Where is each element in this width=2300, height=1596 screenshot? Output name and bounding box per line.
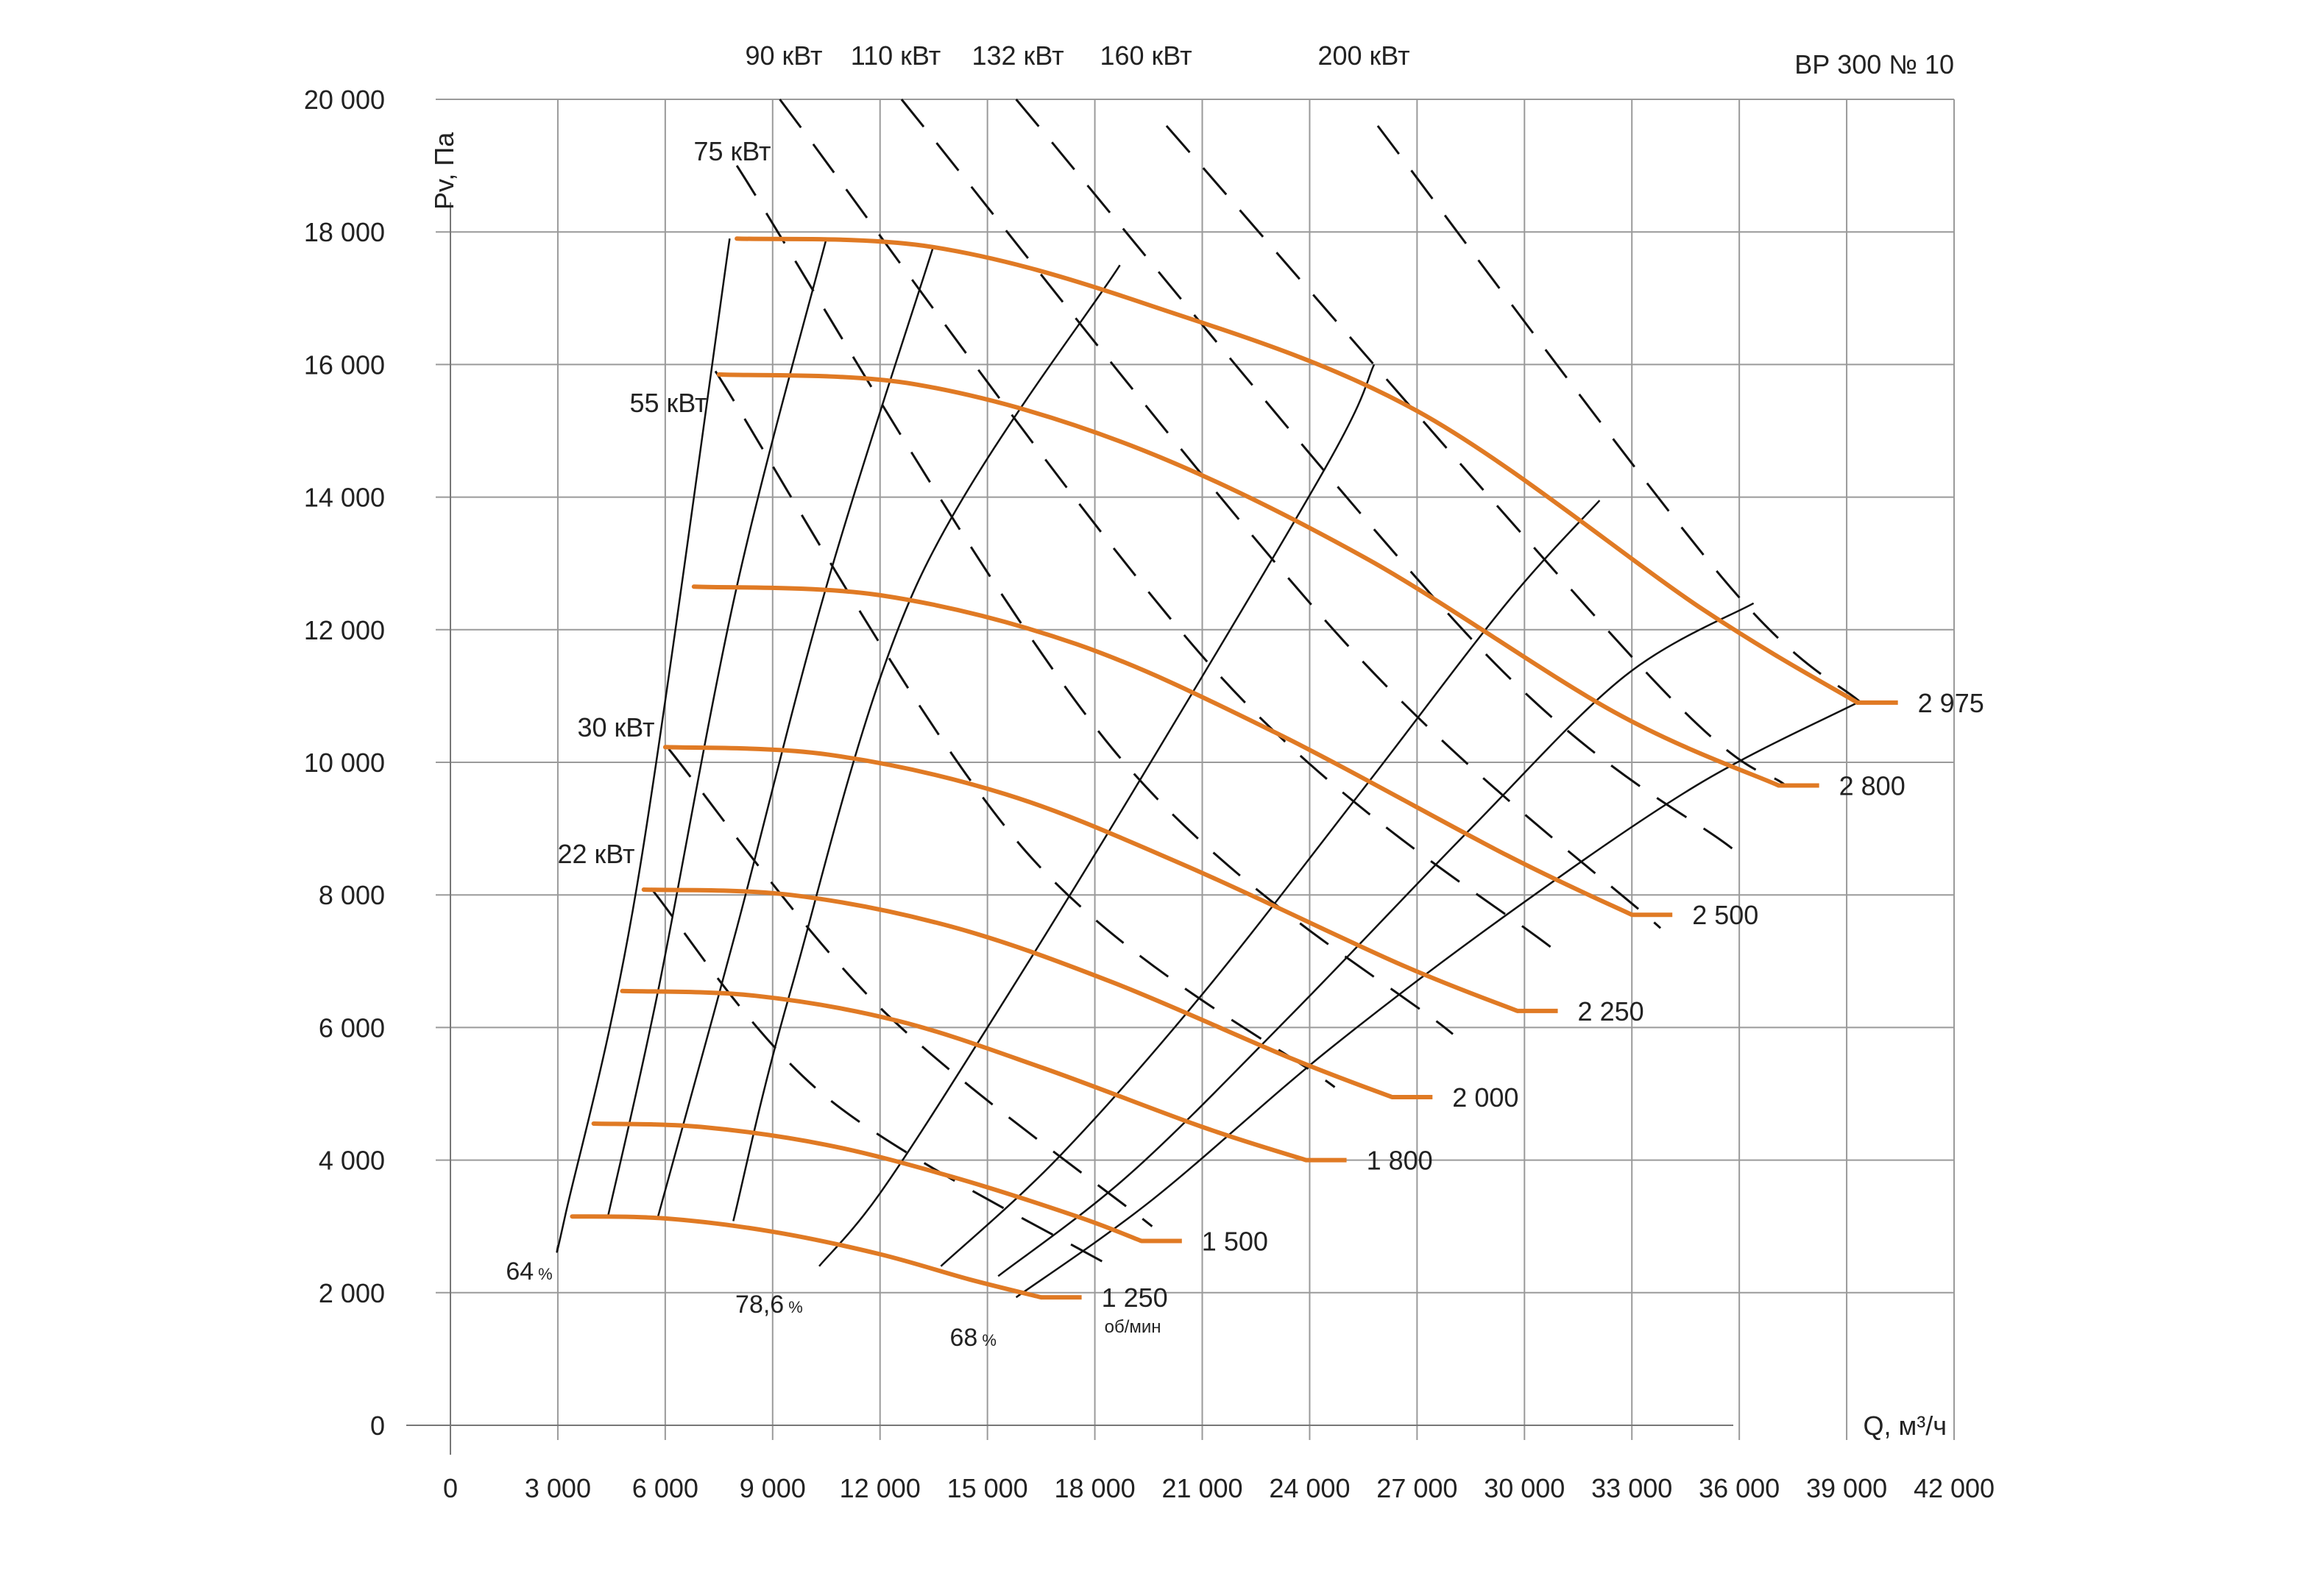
speed-curve <box>570 1214 1044 1300</box>
efficiency-line <box>556 238 731 1253</box>
power-label-110: 110 кВт <box>851 40 941 71</box>
speed-label: 1 800 <box>1367 1146 1433 1176</box>
y-tick-label: 20 000 <box>304 85 385 115</box>
power-label-55: 55 кВт <box>629 388 707 418</box>
x-tick-label: 0 <box>443 1473 458 1503</box>
speed-curve <box>691 584 1635 918</box>
power-line <box>1376 125 1862 704</box>
speed-curves: 1 250 1 500 1 800 2 000 2 250 2 500 2 800 2 975… <box>570 236 1984 1337</box>
x-tick-label: 33 000 <box>1591 1473 1672 1503</box>
power-label-160: 160 кВт <box>1100 40 1192 71</box>
x-tick-label: 30 000 <box>1484 1473 1565 1503</box>
speed-label: 2 500 <box>1692 900 1758 930</box>
power-label-200: 200 кВт <box>1317 40 1409 71</box>
x-tick-label: 6 000 <box>632 1473 698 1503</box>
power-line <box>1165 125 1787 787</box>
speed-curve <box>735 236 1860 705</box>
efficiency-label: 78,6% <box>735 1291 803 1319</box>
x-tick-label: 36 000 <box>1699 1473 1780 1503</box>
efficiency-label: 68% <box>949 1324 996 1352</box>
power-lines <box>650 99 1862 1271</box>
efficiency-label: 64% <box>506 1258 552 1285</box>
x-tick-label: 15 000 <box>947 1473 1028 1503</box>
x-tick-label: 24 000 <box>1269 1473 1350 1503</box>
efficiency-line <box>1015 701 1858 1299</box>
efficiency-line <box>940 500 1601 1267</box>
y-axis-tick-labels: 0 2 000 4 000 6 000 8 000 10 000 12 000 14 000 1… <box>304 85 385 1441</box>
power-label-75: 75 кВт <box>693 136 771 166</box>
speed-curve <box>716 372 1781 788</box>
speed-curve <box>591 1121 1144 1244</box>
x-tick-label: 9 000 <box>740 1473 806 1503</box>
y-tick-label: 12 000 <box>304 615 385 645</box>
efficiency-line <box>657 244 935 1217</box>
power-line <box>650 887 1117 1271</box>
efficiency-line <box>732 264 1121 1221</box>
x-tick-label: 21 000 <box>1161 1473 1242 1503</box>
power-line <box>1015 99 1733 850</box>
y-tick-label: 18 000 <box>304 217 385 247</box>
power-line <box>714 370 1336 1088</box>
x-tick-label: 42 000 <box>1914 1473 1995 1503</box>
x-axis-tick-labels: 0 3 000 6 000 9 000 12 000 15 000 18 000 21 000… <box>443 1473 1995 1503</box>
efficiency-lines: 64 % 78,6 % 68% <box>506 238 1858 1352</box>
efficiency-line <box>818 363 1376 1267</box>
x-tick-label: 3 000 <box>525 1473 591 1503</box>
y-tick-label: 10 000 <box>304 748 385 778</box>
x-axis-title: Q, м³/ч <box>1863 1411 1947 1441</box>
y-tick-label: 4 000 <box>319 1146 385 1176</box>
y-tick-label: 2 000 <box>319 1278 385 1308</box>
speed-label: 2 000 <box>1452 1082 1518 1113</box>
y-tick-label: 6 000 <box>319 1012 385 1043</box>
power-label-90: 90 кВт <box>745 40 822 71</box>
speed-label: 1 500 <box>1202 1227 1268 1257</box>
power-line <box>779 99 1561 956</box>
power-line <box>900 99 1662 929</box>
power-label-22: 22 кВт <box>557 839 634 869</box>
speed-label: 2 800 <box>1839 771 1906 801</box>
x-tick-label: 39 000 <box>1806 1473 1887 1503</box>
y-tick-label: 16 000 <box>304 350 385 380</box>
power-line <box>735 165 1454 1035</box>
speed-label: 1 250 <box>1102 1283 1168 1313</box>
y-tick-label: 0 <box>370 1411 385 1441</box>
speed-label: 2 975 <box>1918 688 1984 718</box>
speed-curve <box>620 988 1309 1163</box>
speed-curve <box>641 887 1395 1099</box>
speed-unit-label: об/мин <box>1105 1317 1161 1337</box>
y-tick-label: 8 000 <box>319 880 385 910</box>
power-label-30: 30 кВт <box>577 712 654 742</box>
efficiency-line <box>997 602 1755 1277</box>
power-line <box>668 748 1153 1227</box>
speed-label: 2 250 <box>1578 996 1644 1026</box>
x-tick-label: 27 000 <box>1376 1473 1457 1503</box>
power-label-132: 132 кВт <box>972 40 1064 71</box>
y-axis-title: Pv, Па <box>429 132 459 210</box>
x-tick-label: 12 000 <box>840 1473 921 1503</box>
x-tick-label: 18 000 <box>1055 1473 1136 1503</box>
chart-title: ВР 300 № 10 <box>1794 49 1954 79</box>
y-tick-label: 14 000 <box>304 483 385 513</box>
chart-labels: ВР 300 № 10 Q, м³/ч Pv, Па 90 кВт 110 кВ… <box>429 40 1954 1441</box>
speed-curve <box>662 745 1520 1013</box>
grid <box>406 99 1955 1455</box>
